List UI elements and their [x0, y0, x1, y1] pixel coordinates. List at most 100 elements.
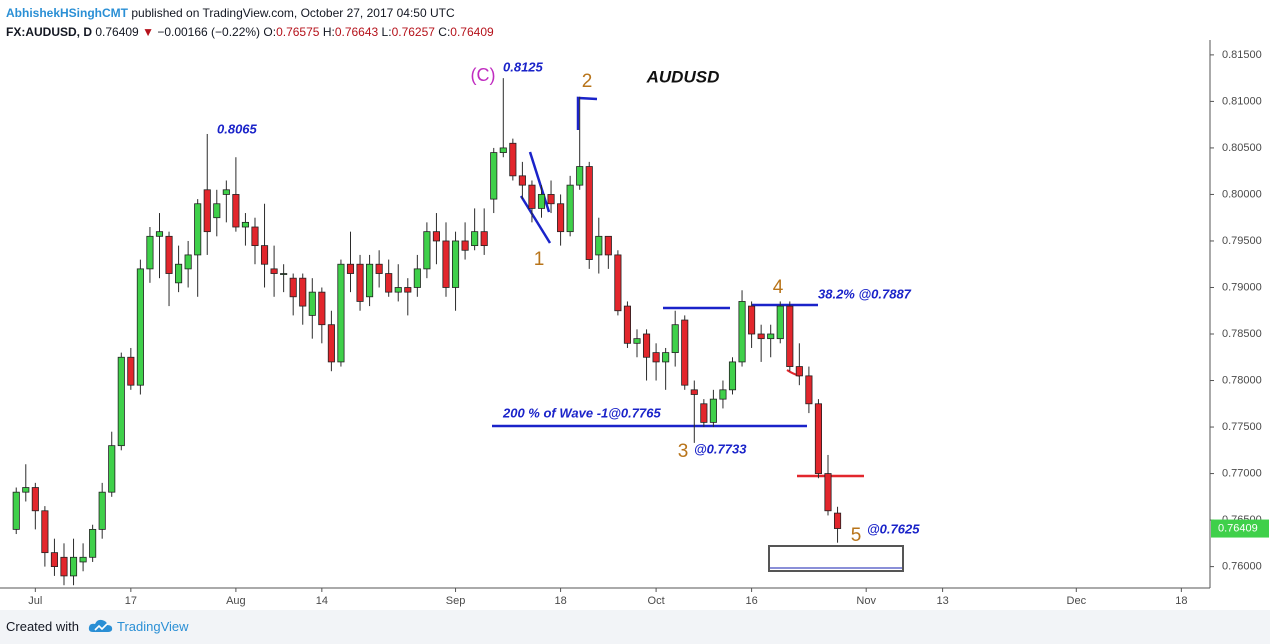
candle-body	[251, 226, 259, 247]
candle-body	[833, 512, 842, 529]
footer: Created with TradingView	[0, 610, 1270, 644]
candle-body	[480, 231, 488, 247]
candle-body	[337, 263, 345, 363]
candle-body	[375, 263, 383, 274]
x-tick-label: 16	[745, 595, 757, 607]
x-tick-label: Aug	[226, 595, 246, 607]
candle-body	[633, 338, 641, 344]
candle-body	[499, 147, 507, 153]
candle-body	[451, 240, 460, 288]
candle-body	[222, 189, 230, 195]
l: 0.76257	[391, 25, 435, 39]
x-tick-label: Dec	[1067, 595, 1087, 607]
candle-body	[719, 389, 727, 400]
y-tick-label: 0.80000	[1222, 188, 1262, 200]
author[interactable]: AbhishekHSinghCMT	[6, 6, 128, 20]
candle-body	[213, 203, 221, 219]
candle-body	[557, 203, 565, 233]
candle-body	[623, 305, 631, 344]
candle-body	[385, 273, 393, 293]
y-tick-label: 0.77000	[1222, 467, 1262, 479]
candle-body	[576, 166, 584, 186]
change: −0.00166 (−0.22%)	[157, 25, 261, 39]
candle-body	[776, 305, 784, 340]
candle-body	[461, 240, 469, 251]
candle-body	[738, 301, 746, 363]
candle-body	[604, 235, 612, 256]
candle-body	[12, 491, 20, 530]
candle-body	[671, 324, 679, 354]
candle-body	[709, 398, 717, 423]
candle-body	[50, 552, 58, 568]
candle-body	[184, 254, 192, 270]
c-label: C:	[438, 25, 451, 39]
brand-logo	[88, 619, 113, 632]
candle-body	[786, 305, 794, 367]
y-tick-label: 0.79000	[1222, 281, 1262, 293]
x-tick-label: Oct	[648, 595, 665, 607]
chart: AUDUSD 0.760000.765000.770000.775000.780…	[0, 40, 1269, 607]
candle-body	[232, 194, 240, 228]
candle-body	[356, 263, 364, 302]
candle-body	[203, 189, 211, 233]
candle-body	[537, 194, 546, 209]
candle-body	[270, 268, 278, 274]
trend-line	[519, 195, 552, 244]
trend-line	[528, 151, 551, 213]
l-label: L:	[381, 25, 392, 39]
y-tick-label: 0.79500	[1222, 235, 1262, 247]
candle-body	[289, 277, 297, 298]
last: 0.76409	[95, 25, 139, 39]
candle-body	[404, 287, 412, 293]
last-price-tag	[1211, 519, 1269, 538]
target-box	[768, 545, 904, 572]
candle-body	[432, 231, 440, 242]
candle-body	[423, 231, 431, 270]
candle-body	[299, 277, 307, 307]
x-tick-label: 14	[316, 595, 328, 607]
candle-body	[327, 324, 335, 363]
drawings	[492, 96, 904, 572]
candle-body	[767, 333, 775, 340]
x-tick-label: 13	[936, 595, 948, 607]
annotation: @0.7625	[867, 521, 920, 536]
candle-body	[241, 221, 249, 228]
candle-body	[60, 556, 68, 577]
candle-body	[31, 487, 39, 512]
candle-body	[165, 235, 173, 274]
candle-body	[194, 203, 202, 256]
candle-body	[260, 245, 269, 265]
candle-body	[595, 235, 603, 256]
h: 0.76643	[334, 25, 379, 39]
y-tick-label: 0.81500	[1222, 49, 1262, 61]
candle-body	[79, 556, 87, 563]
annotation: 5	[851, 525, 862, 546]
arrow: ▼	[142, 25, 154, 39]
candle-body	[89, 528, 97, 558]
candle-body	[757, 333, 765, 340]
candle-body	[509, 142, 517, 177]
created-with: Created with	[6, 619, 79, 634]
brand[interactable]: TradingView	[117, 619, 189, 634]
candle-body	[413, 268, 421, 288]
y-tick-label: 0.78500	[1222, 328, 1262, 340]
y-tick-label: 0.78000	[1222, 374, 1262, 386]
x-tick-label: 18	[554, 595, 566, 607]
candle-body	[127, 356, 135, 386]
symbol-line: FX:AUDUSD, D 0.76409 ▼ −0.00166 (−0.22%)…	[6, 23, 494, 42]
header: AbhishekHSinghCMT published on TradingVi…	[6, 4, 494, 42]
candle-body	[136, 268, 144, 386]
last-price-label: 0.76409	[1218, 522, 1258, 534]
candle-body	[547, 194, 555, 205]
annotation: 200 % of Wave -1@0.7765	[502, 405, 661, 420]
published: published on TradingView.com, October 27…	[131, 6, 455, 20]
candle-body	[528, 184, 536, 209]
candle-body	[805, 375, 813, 405]
candle-body	[700, 403, 708, 423]
candle-body	[308, 291, 316, 316]
candle-body	[22, 487, 30, 493]
annotation: 3	[678, 441, 689, 462]
candle-body	[642, 333, 651, 358]
candle-body	[98, 491, 106, 530]
